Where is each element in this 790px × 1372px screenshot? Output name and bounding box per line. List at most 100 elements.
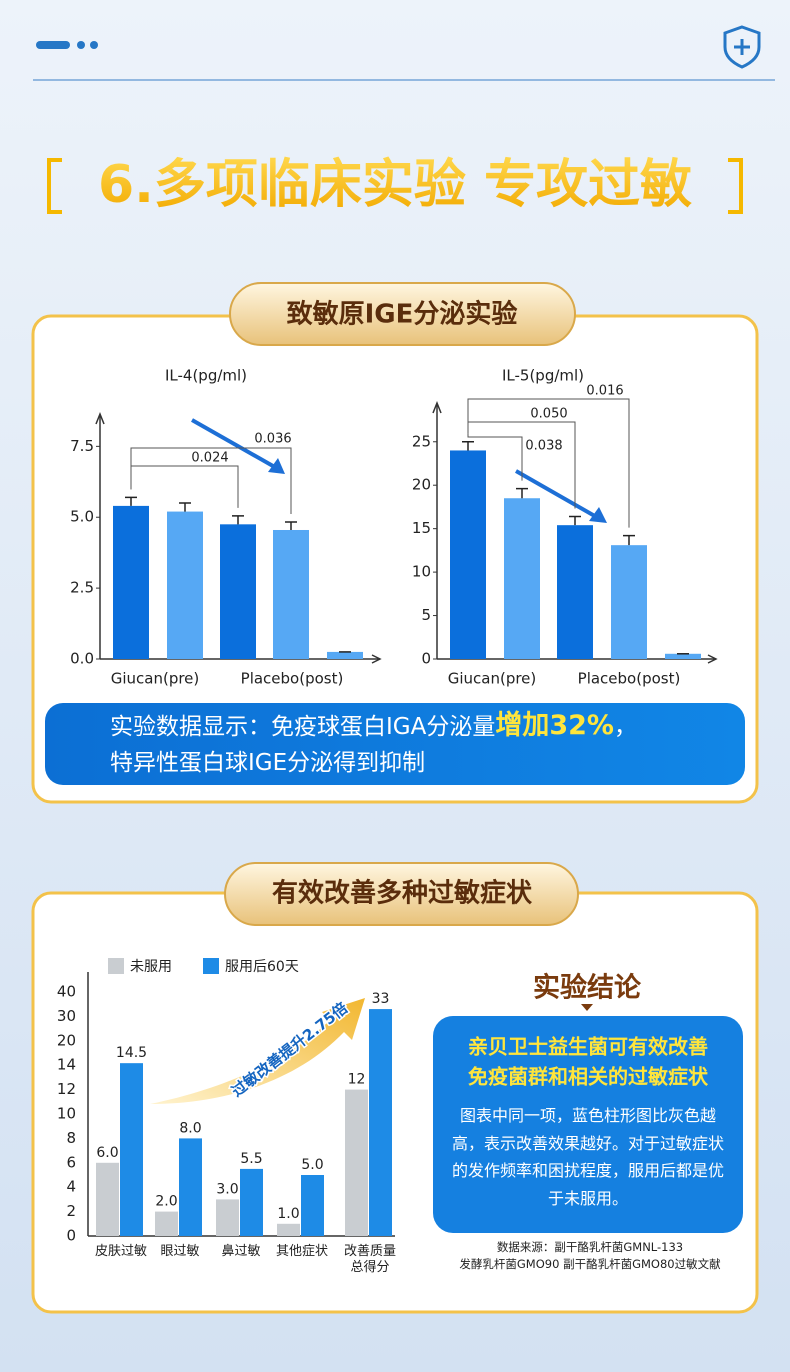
page-title: 6.多项临床实验 专攻过敏 — [98, 155, 692, 215]
section-title: 致敏原IGE分泌实验 — [287, 299, 518, 330]
bar — [277, 1223, 300, 1236]
p-value: 0.024 — [191, 451, 228, 466]
trend-arrowhead — [268, 458, 285, 474]
y-tick-label: 5 — [421, 606, 431, 624]
value-label: 2.0 — [155, 1194, 177, 1210]
error-bar — [125, 496, 137, 506]
value-label: 33 — [372, 991, 390, 1007]
bar — [167, 511, 203, 659]
y-tick-label: 8 — [66, 1129, 76, 1147]
section-pill — [229, 282, 576, 346]
y-tick-label: 40 — [57, 983, 76, 1001]
significance-bracket — [467, 433, 523, 481]
section-title: 有效改善多种过敏症状 — [272, 878, 533, 909]
p-value: 0.050 — [530, 407, 567, 422]
value-label: 3.0 — [216, 1181, 238, 1197]
bar — [240, 1168, 263, 1236]
y-tick-label: 12 — [57, 1080, 76, 1098]
y-tick-label: 15 — [412, 519, 431, 537]
y-tick-label: 5.0 — [70, 508, 94, 526]
conclusion-heading: 免疫菌群和相关的过敏症状 — [468, 1065, 709, 1089]
p-value: 0.036 — [254, 432, 291, 447]
p-value: 0.016 — [586, 384, 623, 399]
x-tick-label: 鼻过敏 — [221, 1244, 261, 1259]
error-bar — [462, 441, 474, 451]
banner-text: 实验数据显示：免疫球蛋白IGA分泌量 — [110, 714, 496, 740]
conclusion-heading: 亲贝卫士益生菌可有效改善 — [468, 1035, 708, 1059]
x-group-label: Placebo(post) — [578, 670, 681, 688]
error-bar — [569, 515, 581, 526]
value-label: 8.0 — [179, 1120, 201, 1136]
bracket — [47, 158, 62, 214]
legend-swatch — [203, 958, 219, 974]
bar — [273, 529, 309, 659]
bar — [301, 1175, 324, 1236]
y-axis-arrow — [432, 400, 442, 414]
y-tick-label: 6 — [66, 1153, 76, 1171]
menu-dot — [90, 41, 98, 49]
banner-highlight: 增加32% — [495, 710, 614, 741]
banner: 实验数据显示：免疫球蛋白IGA分泌量增加32%， 特异性蛋白球IGE分泌得到抑制 — [110, 708, 730, 781]
bar — [216, 1199, 239, 1236]
error-bar — [285, 521, 297, 530]
significance-bracket — [130, 447, 292, 515]
bar — [96, 1162, 119, 1236]
bar — [450, 450, 486, 659]
bar — [345, 1089, 368, 1236]
bar — [665, 653, 701, 659]
conclusion-body: 图表中同一项，蓝色柱形图比灰色越高，表示改善效果越好。对于过敏症状的发作频率和困… — [452, 1106, 725, 1208]
x-group-label: Placebo(post) — [241, 670, 344, 688]
bracket — [728, 158, 743, 214]
bar — [113, 505, 149, 659]
bar — [155, 1211, 178, 1236]
improve-arrow — [150, 998, 365, 1104]
bar — [557, 525, 593, 659]
y-tick-label: 2 — [66, 1202, 76, 1220]
y-tick-label: 4 — [66, 1178, 76, 1196]
y-tick-label: 10 — [57, 1105, 76, 1123]
significance-bracket — [467, 398, 630, 528]
value-label: 1.0 — [277, 1206, 299, 1222]
x-axis-arrow — [371, 654, 382, 664]
y-tick-label: 0 — [66, 1227, 76, 1245]
source: 发酵乳杆菌GMO90 副干酪乳杆菌GMO80过敏文献 — [459, 1257, 721, 1271]
x-group-label: Giucan(pre) — [111, 670, 200, 688]
bar — [179, 1138, 202, 1236]
y-tick-label: 25 — [412, 432, 431, 450]
x-tick-label: 其他症状 — [275, 1244, 328, 1259]
x-tick-label: 眼过敏 — [160, 1244, 200, 1259]
chart-title: IL-5(pg/ml) — [502, 367, 584, 385]
legend-swatch — [108, 958, 124, 974]
y-tick-label: 0.0 — [70, 650, 94, 668]
y-tick-label: 14 — [57, 1056, 76, 1074]
error-bar — [623, 534, 635, 546]
value-label: 5.5 — [240, 1151, 262, 1167]
x-tick-label: 皮肤过敏 — [94, 1244, 147, 1259]
legend-label: 服用后60天 — [225, 959, 299, 975]
bar — [369, 1009, 392, 1236]
conclusion-box — [433, 1016, 743, 1233]
y-tick-label: 0 — [421, 650, 431, 668]
menu-icon — [36, 41, 70, 49]
y-tick-label: 10 — [412, 563, 431, 581]
trend-arrowhead — [589, 507, 607, 523]
conclusion-title: 实验结论 — [533, 972, 642, 1004]
value-label: 12 — [348, 1072, 366, 1088]
y-tick-label: 20 — [57, 1031, 76, 1049]
bar — [220, 524, 256, 659]
y-tick-label: 20 — [412, 476, 431, 494]
pointer — [581, 1004, 593, 1011]
p-value: 0.038 — [525, 439, 562, 454]
value-label: 14.5 — [116, 1045, 147, 1061]
banner-text: ， — [613, 714, 637, 740]
x-group-label: Giucan(pre) — [448, 670, 537, 688]
bar — [327, 651, 363, 659]
shield-icon — [723, 25, 761, 69]
y-tick-label: 7.5 — [70, 437, 94, 455]
bar — [504, 498, 540, 659]
chart-title: IL-4(pg/ml) — [165, 367, 247, 385]
banner-bg — [45, 703, 745, 785]
trend-arrow — [191, 418, 281, 472]
